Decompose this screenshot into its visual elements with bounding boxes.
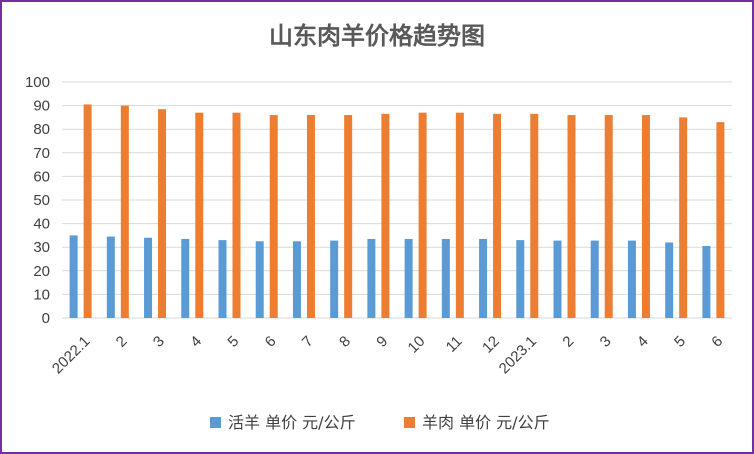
bar-series-1 — [367, 238, 376, 318]
x-tick-label: 2 — [113, 333, 131, 351]
y-tick-label: 70 — [33, 145, 50, 162]
bar-series-1 — [106, 236, 115, 318]
chart-title: 山东肉羊价格趋势图 — [269, 22, 485, 50]
legend-label-1: 活羊 单价 元/公斤 — [228, 413, 356, 432]
bar-series-1 — [553, 240, 562, 318]
legend: 活羊 单价 元/公斤 羊肉 单价 元/公斤 — [210, 413, 550, 432]
gridlines — [62, 81, 732, 319]
bar-series-1 — [330, 240, 339, 318]
y-tick-label: 50 — [33, 192, 50, 209]
x-tick-label: 12 — [479, 333, 503, 357]
y-tick-label: 100 — [25, 74, 50, 91]
y-tick-label: 0 — [42, 310, 50, 327]
x-tick-label: 5 — [671, 333, 689, 351]
y-tick-label: 80 — [33, 121, 50, 138]
x-tick-label: 10 — [405, 333, 429, 357]
bar-series-2 — [679, 117, 688, 319]
x-tick-label: 6 — [708, 333, 726, 351]
bar-series-1 — [181, 238, 190, 318]
x-tick-label: 2023.1 — [496, 333, 540, 377]
x-tick-label: 4 — [187, 333, 205, 351]
bar-series-2 — [455, 112, 464, 319]
x-tick-label: 6 — [262, 333, 280, 351]
bar-series-2 — [344, 115, 353, 318]
bar-series-2 — [493, 113, 502, 318]
bar-series-1 — [292, 241, 301, 318]
bar-series-2 — [418, 112, 427, 319]
bar-series-1 — [479, 238, 488, 318]
bar-series-2 — [381, 113, 390, 318]
y-tick-label: 90 — [33, 98, 50, 115]
x-tick-label: 3 — [150, 333, 168, 351]
bar-series-1 — [441, 238, 450, 318]
y-tick-label: 20 — [33, 263, 50, 280]
x-tick-label: 11 — [443, 333, 466, 356]
bar-series-1 — [144, 237, 153, 318]
bar-series-2 — [604, 115, 613, 318]
x-tick-label: 8 — [336, 333, 354, 351]
y-axis-ticks: 0 10 20 30 40 50 60 70 80 90 100 — [25, 74, 50, 327]
bar-series-2 — [232, 112, 241, 319]
bar-series-1 — [627, 240, 636, 318]
bar-series-2 — [641, 115, 650, 318]
legend-swatch-2 — [404, 417, 415, 428]
y-tick-label: 30 — [33, 239, 50, 256]
y-tick-label: 10 — [33, 286, 50, 303]
bar-series-2 — [120, 105, 129, 318]
bar-series-2 — [83, 104, 92, 318]
bar-series-1 — [218, 240, 227, 318]
bar-series-1 — [665, 242, 674, 318]
bars — [69, 104, 725, 319]
y-tick-label: 40 — [33, 216, 50, 233]
bar-series-2 — [195, 112, 204, 319]
x-tick-label: 2022.1 — [49, 333, 93, 377]
x-tick-label: 3 — [597, 333, 615, 351]
x-tick-label: 4 — [634, 333, 652, 351]
bar-series-2 — [567, 115, 576, 318]
bar-series-2 — [306, 115, 315, 318]
bar-series-2 — [530, 113, 539, 318]
legend-swatch-1 — [210, 417, 221, 428]
bar-series-2 — [158, 109, 167, 318]
bar-series-2 — [269, 115, 278, 318]
bar-series-1 — [69, 235, 78, 318]
bar-series-1 — [516, 240, 525, 318]
bar-series-1 — [404, 238, 413, 318]
bar-series-1 — [590, 240, 599, 318]
bar-series-1 — [702, 246, 711, 318]
y-tick-label: 60 — [33, 168, 50, 185]
x-tick-label: 5 — [224, 333, 242, 351]
bar-series-1 — [255, 241, 264, 318]
bar-series-2 — [716, 122, 725, 319]
legend-label-2: 羊肉 单价 元/公斤 — [422, 413, 550, 432]
x-tick-label: 9 — [373, 333, 391, 351]
x-tick-label: 2 — [559, 333, 577, 351]
x-tick-label: 7 — [299, 333, 317, 351]
